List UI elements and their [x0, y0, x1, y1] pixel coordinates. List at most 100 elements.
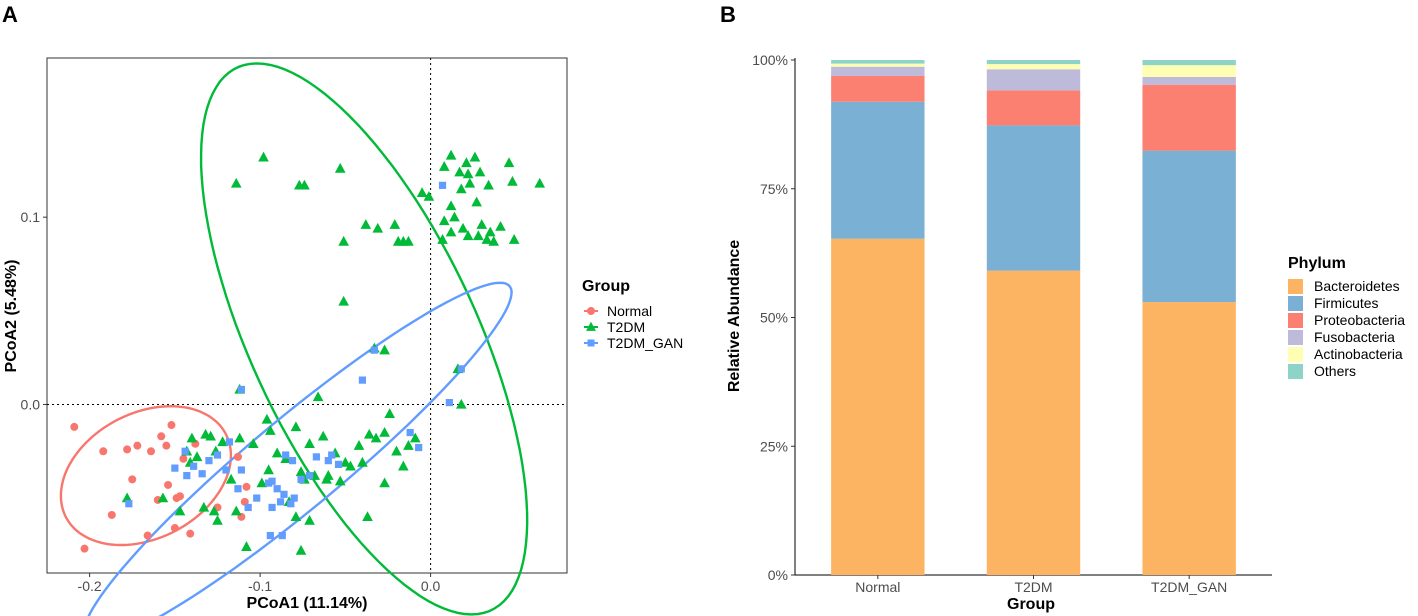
- panel-a-pcoa-plot: A -0.2 -0.1 0.0 0.0 0.1 PCoA1 (11.14%) PCoA…: [2, 2, 683, 616]
- point-t2dm: [304, 438, 315, 448]
- point-normal: [179, 454, 188, 463]
- point-t2dm-gan: [312, 453, 320, 461]
- bar-segment-fusobacteria: [986, 69, 1081, 91]
- point-normal: [143, 531, 152, 540]
- point-t2dm: [449, 211, 460, 222]
- point-t2dm: [473, 230, 484, 241]
- point-t2dm: [476, 219, 488, 229]
- point-normal: [80, 544, 89, 553]
- bar-segment-bacteroidetes: [986, 270, 1081, 575]
- point-t2dm: [345, 460, 356, 471]
- point-t2dm: [256, 477, 268, 488]
- point-t2dm: [534, 177, 546, 188]
- point-t2dm-gan: [288, 457, 297, 465]
- point-t2dm: [372, 222, 384, 233]
- point-t2dm: [384, 408, 396, 419]
- x-axis-title: Group: [1007, 596, 1055, 613]
- point-t2dm-gan: [222, 466, 230, 474]
- point-t2dm-gan: [171, 464, 179, 472]
- point-t2dm: [321, 473, 332, 484]
- legend-key-square: [587, 339, 595, 347]
- point-t2dm: [507, 176, 518, 186]
- point-t2dm: [445, 200, 457, 211]
- point-normal: [240, 497, 249, 506]
- bar-segment-actinobacteria: [1142, 65, 1236, 77]
- y-axis-ticks: 0.0 0.1: [21, 209, 47, 412]
- point-t2dm-gan: [328, 451, 336, 459]
- point-t2dm: [403, 440, 414, 450]
- point-normal: [133, 441, 142, 450]
- legend-item-t2dm-gan: T2DM_GAN: [607, 335, 683, 351]
- x-tick-label: T2DM: [1014, 579, 1052, 595]
- legend-key-swatch: [1288, 364, 1303, 379]
- point-t2dm-gan: [268, 503, 276, 512]
- x-axis-title: PCoA1 (11.14%): [247, 595, 368, 612]
- point-t2dm-gan: [457, 365, 465, 373]
- point-t2dm: [290, 421, 302, 432]
- point-t2dm-gan: [290, 494, 298, 502]
- legend-key-swatch: [1288, 347, 1303, 362]
- point-t2dm-gan: [297, 475, 305, 483]
- legend-title: Phylum: [1288, 255, 1346, 272]
- point-t2dm: [379, 344, 390, 355]
- point-t2dm: [409, 432, 421, 443]
- point-t2dm-gan: [198, 470, 206, 478]
- point-t2dm: [481, 234, 493, 244]
- bar-segment-firmicutes: [831, 101, 925, 239]
- point-t2dm: [338, 235, 349, 246]
- point-t2dm: [403, 235, 414, 246]
- point-t2dm: [438, 161, 450, 171]
- point-t2dm: [271, 447, 283, 458]
- legend-key-circle: [587, 307, 595, 315]
- point-t2dm-gan: [406, 428, 414, 437]
- point-t2dm: [445, 149, 457, 160]
- point-normal: [170, 524, 179, 533]
- point-t2dm: [338, 295, 349, 306]
- point-t2dm: [241, 541, 252, 551]
- point-t2dm: [483, 179, 494, 190]
- x-tick-label: -0.1: [248, 578, 272, 594]
- legend-key-swatch: [1288, 279, 1303, 294]
- point-t2dm: [295, 544, 307, 555]
- point-t2dm: [464, 177, 476, 188]
- point-t2dm-gan: [278, 531, 286, 540]
- point-t2dm: [186, 432, 198, 443]
- point-t2dm: [295, 466, 307, 477]
- point-normal: [186, 529, 195, 538]
- point-t2dm: [353, 440, 365, 450]
- legend-title: Group: [582, 278, 630, 295]
- point-t2dm: [362, 511, 373, 522]
- point-t2dm-gan: [276, 498, 285, 506]
- point-t2dm: [363, 428, 375, 439]
- point-t2dm-gan: [125, 500, 133, 508]
- bar-segment-others: [831, 60, 925, 64]
- y-axis-title: PCoA2 (5.48%): [3, 260, 20, 373]
- bar-segment-others: [986, 60, 1081, 65]
- bar-segment-proteobacteria: [986, 90, 1081, 126]
- point-t2dm: [488, 235, 500, 246]
- point-t2dm: [379, 477, 390, 488]
- point-t2dm: [484, 226, 496, 237]
- point-t2dm: [304, 514, 315, 525]
- point-t2dm: [454, 166, 465, 177]
- point-t2dm: [340, 456, 351, 467]
- point-t2dm: [258, 151, 269, 162]
- point-t2dm-gan: [273, 485, 281, 493]
- point-normal: [70, 422, 79, 431]
- point-normal: [167, 421, 176, 430]
- point-t2dm: [416, 187, 428, 198]
- point-t2dm-gan: [190, 462, 198, 470]
- point-t2dm: [438, 215, 450, 226]
- bar-segment-actinobacteria: [831, 63, 925, 67]
- point-t2dm: [471, 196, 482, 207]
- point-t2dm: [205, 430, 216, 441]
- point-t2dm: [263, 464, 274, 475]
- bar-segment-fusobacteria: [831, 66, 925, 76]
- point-t2dm: [230, 177, 242, 188]
- point-t2dm: [508, 234, 520, 244]
- x-axis-ticks: -0.2 -0.1 0.0: [78, 573, 441, 594]
- point-t2dm: [391, 445, 402, 456]
- point-t2dm: [457, 222, 469, 233]
- point-normal: [162, 441, 171, 450]
